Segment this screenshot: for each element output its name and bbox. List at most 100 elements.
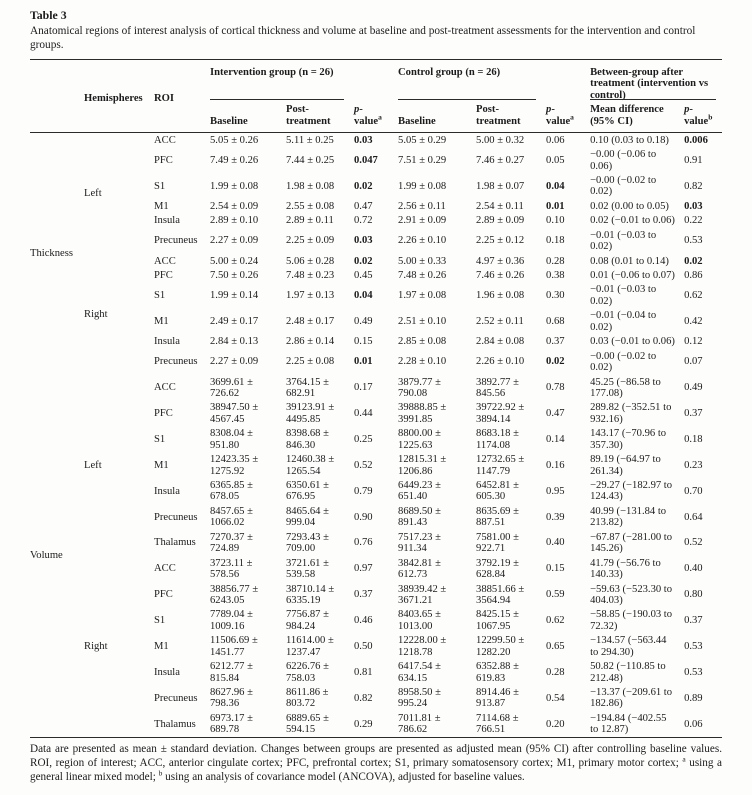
table-row: Precuneus 8457.65 ± 1066.02 8465.64 ± 999.… <box>30 504 722 530</box>
intervention-post-value: 8465.64 ± 999.04 <box>286 505 329 529</box>
intervention-baseline-value: 5.00 ± 0.24 <box>210 255 259 267</box>
control-baseline-value: 8403.65 ± 1013.00 <box>398 609 441 632</box>
results-table: Hemispheres ROI Intervention group (n = … <box>30 58 723 739</box>
mean-difference-value: −194.84 (−402.55 to 12.87) <box>590 712 667 736</box>
intervention-p-value: 0.02 <box>354 255 373 267</box>
intervention-baseline-value: 8308.04 ± 951.80 <box>210 428 253 451</box>
column-header-control-post: Post-treatment <box>476 104 521 127</box>
between-p-value: 0.64 <box>684 511 703 523</box>
intervention-post-value: 7.48 ± 0.23 <box>286 270 335 282</box>
control-baseline-value: 3842.81 ± 612.73 <box>398 557 441 581</box>
intervention-baseline-value: 6973.17 ± 689.78 <box>210 712 253 736</box>
intervention-post-value: 7293.43 ± 709.00 <box>286 531 329 555</box>
mean-difference-value: −58.85 (−190.03 to 72.32) <box>590 609 673 632</box>
intervention-p-value: 0.02 <box>354 180 373 192</box>
table-row: Precuneus 2.27 ± 0.09 2.25 ± 0.08 0.01 2.28 … <box>30 349 722 375</box>
roi-label: M1 <box>154 459 169 471</box>
table-row: Insula 2.89 ± 0.10 2.89 ± 0.11 0.72 2.91 ± 0… <box>30 214 722 228</box>
control-baseline-value: 7011.81 ± 786.62 <box>398 712 441 736</box>
intervention-p-value: 0.03 <box>354 134 373 146</box>
control-post-value: 38851.66 ± 3564.94 <box>476 583 525 606</box>
control-p-value: 0.68 <box>546 316 565 328</box>
roi-label: M1 <box>154 316 169 328</box>
intervention-baseline-value: 7789.04 ± 1009.16 <box>210 609 253 632</box>
mean-difference-value: −0.00 (−0.02 to 0.02) <box>590 174 657 198</box>
roi-label: ACC <box>154 134 176 146</box>
intervention-p-value: 0.79 <box>354 485 373 497</box>
roi-label: Precuneus <box>154 356 198 368</box>
control-p-value: 0.05 <box>546 154 565 166</box>
table-footnote: Data are presented as mean ± standard de… <box>30 743 722 785</box>
control-post-value: 12732.65 ± 1147.79 <box>476 454 525 477</box>
roi-label: PFC <box>154 154 173 166</box>
mean-difference-value: 41.79 (−56.76 to 140.33) <box>590 557 661 581</box>
control-p-value: 0.78 <box>546 382 565 394</box>
control-p-value: 0.38 <box>546 270 565 282</box>
mean-difference-value: 50.82 (−110.85 to 212.48) <box>590 661 666 684</box>
control-baseline-value: 7.48 ± 0.26 <box>398 270 447 282</box>
control-baseline-value: 7517.23 ± 911.34 <box>398 531 441 555</box>
mean-difference-value: 89.19 (−64.97 to 261.34) <box>590 454 661 477</box>
table-row: PFC 38856.77 ± 6243.05 38710.14 ± 6335.19 0… <box>30 582 722 608</box>
control-post-value: 6452.81 ± 605.30 <box>476 480 519 503</box>
control-post-value: 7.46 ± 0.27 <box>476 154 525 166</box>
intervention-p-value: 0.82 <box>354 692 373 704</box>
control-baseline-value: 8689.50 ± 891.43 <box>398 505 441 529</box>
roi-label: Insula <box>154 336 180 348</box>
intervention-baseline-value: 7270.37 ± 724.89 <box>210 531 253 555</box>
column-header-roi: ROI <box>154 93 175 105</box>
control-p-value: 0.30 <box>546 290 565 302</box>
intervention-baseline-value: 2.89 ± 0.10 <box>210 215 259 227</box>
intervention-p-value: 0.29 <box>354 718 373 730</box>
table-row: Right ACC 3723.11 ± 578.56 3721.61 ± 539.58… <box>30 556 722 652</box>
table-row: Insula 6212.77 ± 815.84 6226.76 ± 758.03 0.… <box>30 660 722 686</box>
intervention-p-value: 0.46 <box>354 615 373 627</box>
intervention-p-value: 0.47 <box>354 200 373 212</box>
between-p-value: 0.06 <box>684 718 703 730</box>
control-p-value: 0.04 <box>546 180 565 192</box>
between-p-value: 0.22 <box>684 215 703 227</box>
roi-label: ACC <box>154 563 176 575</box>
roi-label: PFC <box>154 408 173 420</box>
between-p-value: 0.23 <box>684 459 703 471</box>
mean-difference-value: 0.02 (0.00 to 0.05) <box>590 200 669 212</box>
control-baseline-value: 2.26 ± 0.10 <box>398 235 447 247</box>
control-baseline-value: 8958.50 ± 995.24 <box>398 687 441 710</box>
table-row: Volume Left ACC 3699.61 ± 726.62 3764.15 ± 6… <box>30 375 722 562</box>
intervention-post-value: 3721.61 ± 539.58 <box>286 557 329 581</box>
mean-difference-value: 0.10 (0.03 to 0.18) <box>590 134 669 146</box>
control-baseline-value: 2.56 ± 0.11 <box>398 200 446 212</box>
between-p-value: 0.53 <box>684 235 703 247</box>
intervention-post-value: 7756.87 ± 984.24 <box>286 609 329 632</box>
roi-label: Precuneus <box>154 692 198 704</box>
control-p-value: 0.18 <box>546 235 565 247</box>
intervention-post-value: 39123.91 ± 4495.85 <box>286 402 335 425</box>
intervention-post-value: 2.25 ± 0.09 <box>286 235 335 247</box>
control-post-value: 8914.46 ± 913.87 <box>476 687 519 710</box>
between-p-value: 0.82 <box>684 180 703 192</box>
roi-label: Insula <box>154 485 180 497</box>
control-baseline-value: 1.99 ± 0.08 <box>398 180 447 192</box>
header-group-row: Hemispheres ROI Intervention group (n = … <box>30 59 722 104</box>
roi-label: PFC <box>154 270 173 282</box>
control-post-value: 39722.92 ± 3894.14 <box>476 402 525 425</box>
between-p-value: 0.53 <box>684 640 703 652</box>
column-header-intervention-p-value: p-valuea <box>354 104 382 127</box>
roi-label: Thalamus <box>154 537 196 549</box>
column-group-control: Control group (n = 26) <box>398 59 590 102</box>
control-baseline-value: 5.00 ± 0.33 <box>398 255 447 267</box>
roi-label: S1 <box>154 290 166 302</box>
between-p-value: 0.03 <box>684 200 703 212</box>
intervention-post-value: 11614.00 ± 1237.47 <box>286 635 334 658</box>
roi-label: Insula <box>154 666 180 678</box>
intervention-post-value: 8611.86 ± 803.72 <box>286 687 329 710</box>
control-p-value: 0.40 <box>546 537 565 549</box>
intervention-baseline-value: 2.84 ± 0.13 <box>210 336 259 348</box>
control-baseline-value: 7.51 ± 0.29 <box>398 154 447 166</box>
control-baseline-value: 12228.00 ± 1218.78 <box>398 635 447 658</box>
intervention-post-value: 2.25 ± 0.08 <box>286 356 335 368</box>
intervention-post-value: 7.44 ± 0.25 <box>286 154 335 166</box>
roi-label: PFC <box>154 589 173 601</box>
control-p-value: 0.20 <box>546 718 565 730</box>
table-row: S1 7789.04 ± 1009.16 7756.87 ± 984.24 0.46 8… <box>30 608 722 634</box>
